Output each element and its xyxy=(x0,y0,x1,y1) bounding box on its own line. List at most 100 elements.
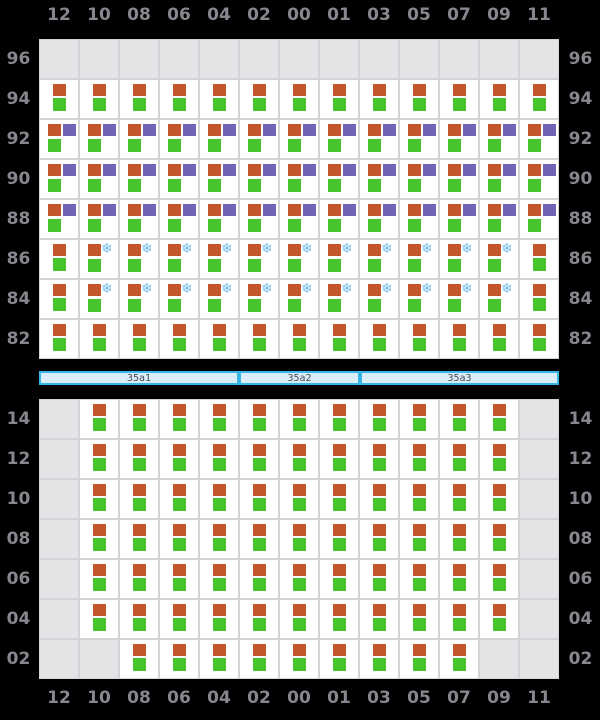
bay-cell[interactable] xyxy=(359,119,399,159)
bay-cell[interactable]: ❄ xyxy=(279,239,319,279)
bay-cell[interactable] xyxy=(239,599,279,639)
bay-cell[interactable] xyxy=(359,319,399,359)
bay-cell[interactable] xyxy=(279,319,319,359)
bay-cell[interactable] xyxy=(79,119,119,159)
bay-cell[interactable] xyxy=(399,119,439,159)
bay-cell[interactable] xyxy=(479,559,519,599)
bay-cell[interactable]: ❄ xyxy=(199,239,239,279)
bay-cell[interactable] xyxy=(159,319,199,359)
bay-cell[interactable] xyxy=(359,399,399,439)
bay-cell[interactable]: ❄ xyxy=(239,239,279,279)
bay-cell[interactable] xyxy=(439,319,479,359)
bay-cell[interactable]: ❄ xyxy=(439,239,479,279)
bay-cell[interactable] xyxy=(279,119,319,159)
bay-cell[interactable]: ❄ xyxy=(79,279,119,319)
bay-cell[interactable] xyxy=(519,279,559,319)
bay-cell[interactable] xyxy=(239,559,279,599)
bay-cell[interactable] xyxy=(359,159,399,199)
bay-cell[interactable] xyxy=(439,639,479,679)
bay-cell[interactable] xyxy=(159,439,199,479)
bay-cell[interactable] xyxy=(279,199,319,239)
bay-cell[interactable] xyxy=(519,199,559,239)
bay-cell[interactable] xyxy=(319,559,359,599)
bay-cell[interactable] xyxy=(439,519,479,559)
bay-cell[interactable] xyxy=(279,559,319,599)
hatch-cover-35a1[interactable]: 35a1 xyxy=(39,371,239,385)
bay-cell[interactable] xyxy=(79,599,119,639)
bay-cell[interactable] xyxy=(159,79,199,119)
bay-cell[interactable] xyxy=(519,159,559,199)
bay-cell[interactable] xyxy=(39,159,79,199)
bay-cell[interactable] xyxy=(279,79,319,119)
bay-cell[interactable]: ❄ xyxy=(119,239,159,279)
bay-cell[interactable] xyxy=(279,399,319,439)
bay-cell[interactable] xyxy=(439,559,479,599)
bay-cell[interactable] xyxy=(199,319,239,359)
bay-cell[interactable] xyxy=(159,559,199,599)
bay-cell[interactable]: ❄ xyxy=(399,279,439,319)
bay-cell[interactable] xyxy=(399,519,439,559)
bay-cell[interactable] xyxy=(479,79,519,119)
bay-cell[interactable] xyxy=(439,159,479,199)
bay-cell[interactable] xyxy=(119,559,159,599)
bay-cell[interactable] xyxy=(399,79,439,119)
bay-cell[interactable] xyxy=(279,479,319,519)
bay-cell[interactable] xyxy=(319,479,359,519)
bay-cell[interactable] xyxy=(479,399,519,439)
bay-cell[interactable] xyxy=(119,319,159,359)
bay-cell[interactable] xyxy=(79,159,119,199)
bay-cell[interactable] xyxy=(319,119,359,159)
bay-cell[interactable] xyxy=(479,159,519,199)
bay-cell[interactable] xyxy=(359,639,399,679)
bay-cell[interactable] xyxy=(239,79,279,119)
bay-cell[interactable] xyxy=(79,439,119,479)
bay-cell[interactable] xyxy=(319,199,359,239)
bay-cell[interactable] xyxy=(79,199,119,239)
bay-cell[interactable] xyxy=(399,199,439,239)
bay-cell[interactable] xyxy=(399,639,439,679)
bay-cell[interactable] xyxy=(199,159,239,199)
bay-cell[interactable] xyxy=(319,519,359,559)
bay-cell[interactable] xyxy=(279,159,319,199)
bay-cell[interactable] xyxy=(159,599,199,639)
bay-cell[interactable] xyxy=(119,199,159,239)
bay-cell[interactable] xyxy=(359,439,399,479)
bay-cell[interactable] xyxy=(119,639,159,679)
bay-cell[interactable] xyxy=(319,319,359,359)
bay-cell[interactable] xyxy=(239,639,279,679)
bay-cell[interactable]: ❄ xyxy=(479,239,519,279)
bay-cell[interactable] xyxy=(239,199,279,239)
bay-cell[interactable] xyxy=(119,119,159,159)
bay-cell[interactable] xyxy=(519,239,559,279)
bay-cell[interactable] xyxy=(479,119,519,159)
bay-cell[interactable] xyxy=(79,519,119,559)
bay-cell[interactable] xyxy=(159,199,199,239)
bay-cell[interactable] xyxy=(199,479,239,519)
bay-cell[interactable] xyxy=(359,599,399,639)
bay-cell[interactable] xyxy=(439,599,479,639)
bay-cell[interactable] xyxy=(119,439,159,479)
bay-cell[interactable]: ❄ xyxy=(239,279,279,319)
hatch-cover-35a2[interactable]: 35a2 xyxy=(239,371,360,385)
bay-cell[interactable] xyxy=(239,319,279,359)
bay-cell[interactable] xyxy=(79,319,119,359)
bay-cell[interactable] xyxy=(119,79,159,119)
bay-cell[interactable] xyxy=(319,599,359,639)
bay-cell[interactable] xyxy=(239,519,279,559)
bay-cell[interactable] xyxy=(319,79,359,119)
bay-cell[interactable] xyxy=(359,199,399,239)
bay-cell[interactable] xyxy=(39,319,79,359)
bay-cell[interactable]: ❄ xyxy=(279,279,319,319)
bay-cell[interactable] xyxy=(319,639,359,679)
bay-cell[interactable] xyxy=(439,119,479,159)
bay-cell[interactable] xyxy=(79,559,119,599)
bay-cell[interactable]: ❄ xyxy=(319,239,359,279)
bay-cell[interactable]: ❄ xyxy=(119,279,159,319)
bay-cell[interactable] xyxy=(199,639,239,679)
bay-cell[interactable] xyxy=(479,439,519,479)
bay-cell[interactable] xyxy=(199,79,239,119)
bay-cell[interactable] xyxy=(439,439,479,479)
bay-cell[interactable] xyxy=(199,119,239,159)
bay-cell[interactable] xyxy=(159,519,199,559)
bay-cell[interactable] xyxy=(199,559,239,599)
